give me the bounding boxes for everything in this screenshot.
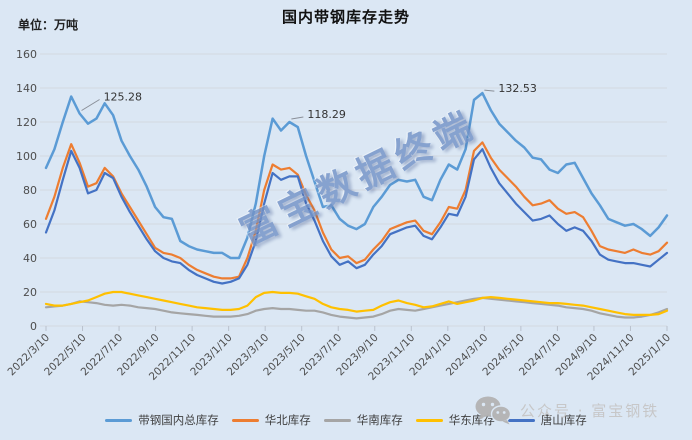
y-tick-label-100: 100 (16, 150, 37, 163)
annotation-leader (484, 89, 495, 92)
y-tick-label-160: 160 (16, 48, 37, 61)
y-tick-label-140: 140 (16, 82, 37, 95)
y-tick-label-120: 120 (16, 116, 37, 129)
legend-item-唐山库存: 唐山库存 (507, 412, 587, 428)
legend-item-带钢国内总库存: 带钢国内总库存 (105, 412, 219, 428)
annotation-125.28: 125.28 (104, 91, 143, 104)
series-华东库存 (44, 290, 669, 316)
series-华北库存 (44, 141, 669, 280)
legend-marker (231, 418, 259, 422)
annotation-118.29: 118.29 (307, 108, 346, 121)
y-tick-label-80: 80 (23, 184, 37, 197)
series-带钢国内总库存 (44, 91, 669, 260)
wechat-icon (475, 396, 512, 425)
annotation-leader (291, 116, 304, 120)
legend-label: 带钢国内总库存 (138, 413, 219, 427)
series-唐山库存 (44, 148, 669, 285)
series-华南库存 (44, 296, 669, 320)
legend-label: 华北库存 (264, 413, 311, 427)
annotation-leader (81, 99, 100, 111)
legend-item-华北库存: 华北库存 (231, 412, 311, 428)
legend-marker (105, 418, 133, 422)
legend-marker (507, 418, 535, 422)
y-tick-label-40: 40 (23, 252, 37, 265)
brand-overlay: 公众号 · 富宝钢铁 (474, 395, 659, 425)
annotation-132.53: 132.53 (498, 82, 537, 95)
legend-marker (323, 418, 351, 422)
legend-item-华南库存: 华南库存 (323, 412, 403, 428)
chart-title: 国内带钢库存走势 (281, 8, 410, 26)
unit-label: 单位：万吨 (18, 18, 79, 32)
y-tick-label-60: 60 (23, 218, 37, 231)
brand-text: 公众号 · 富宝钢铁 (520, 401, 660, 420)
y-tick-label-20: 20 (23, 286, 37, 299)
y-tick-label-0: 0 (30, 320, 37, 333)
legend-label: 唐山库存 (540, 413, 587, 427)
legend-label: 华南库存 (356, 413, 403, 427)
legend-marker (415, 418, 443, 422)
